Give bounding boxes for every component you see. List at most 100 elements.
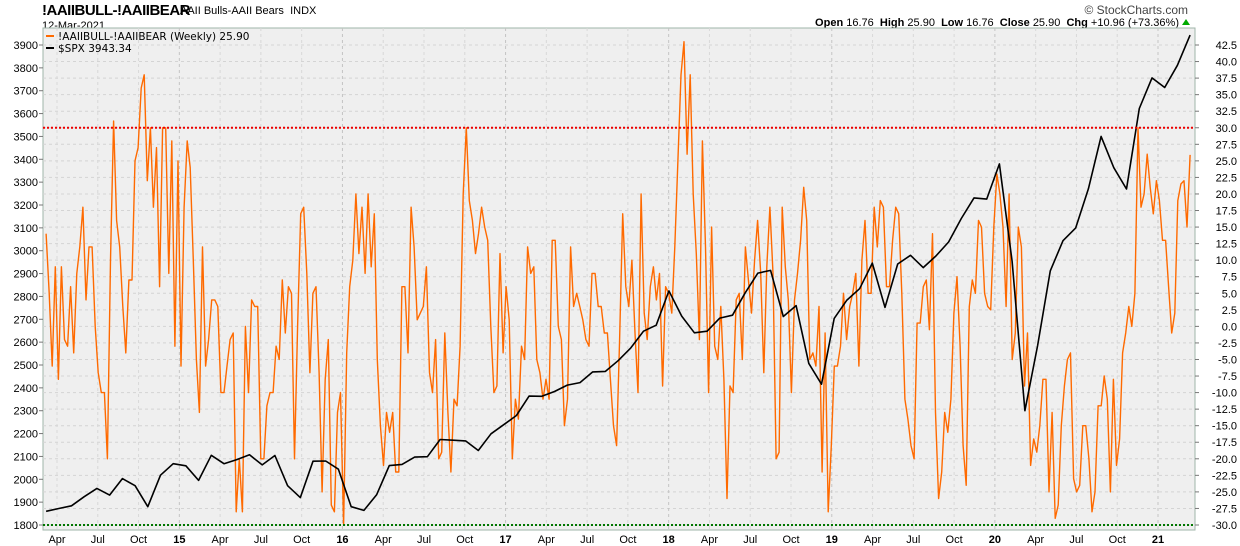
x-axis-label: Apr <box>212 534 229 546</box>
low-value: 16.76 <box>966 17 994 29</box>
left-axis-label: 3400 <box>14 154 38 166</box>
right-axis-label: 5.0 <box>1222 288 1237 300</box>
right-axis-label: -22.5 <box>1212 470 1237 482</box>
x-axis-label: 19 <box>826 534 838 546</box>
x-axis-label: Jul <box>743 534 757 546</box>
orange-swatch-icon <box>46 35 54 37</box>
left-axis-label: 3500 <box>14 131 38 143</box>
x-axis-label: Jul <box>1069 534 1083 546</box>
right-axis-label: -2.5 <box>1218 338 1237 350</box>
close-label: Close <box>999 17 1030 29</box>
x-axis-label: Oct <box>456 534 473 546</box>
right-axis-label: -5.0 <box>1218 354 1237 366</box>
left-axis-label: 2400 <box>14 383 38 395</box>
x-axis-label: Oct <box>619 534 636 546</box>
right-axis-label: -30.0 <box>1212 520 1237 532</box>
right-axis-label: -12.5 <box>1212 404 1237 416</box>
right-axis-label: -10.0 <box>1212 388 1237 400</box>
left-axis-label: 2900 <box>14 269 38 281</box>
x-axis-label: Jul <box>580 534 594 546</box>
x-axis-label: 15 <box>173 534 185 546</box>
right-axis-label: 20.0 <box>1216 189 1237 201</box>
right-axis-label: 15.0 <box>1216 222 1237 234</box>
left-axis-label: 3900 <box>14 40 38 52</box>
up-triangle-icon <box>1182 19 1190 25</box>
legend-item-spread: !AAIIBULL-!AAIIBEAR (Weekly) 25.90 <box>46 31 249 43</box>
chart-symbol: !AAIIBULL-!AAIIBEAR <box>42 2 190 19</box>
stockcharts-credit[interactable]: © StockCharts.com <box>1084 3 1188 17</box>
right-axis-label: 27.5 <box>1216 139 1237 151</box>
chg-label: Chg <box>1066 17 1088 29</box>
open-value: 16.76 <box>846 17 874 29</box>
right-axis-label: 17.5 <box>1216 206 1237 218</box>
high-value: 25.90 <box>907 17 935 29</box>
left-axis-label: 3000 <box>14 246 38 258</box>
left-axis-label: 3800 <box>14 63 38 75</box>
x-axis-label: Jul <box>417 534 431 546</box>
x-axis-label: Jul <box>254 534 268 546</box>
left-axis-label: 2700 <box>14 314 38 326</box>
left-axis-label: 3700 <box>14 86 38 98</box>
left-axis-label: 3200 <box>14 200 38 212</box>
right-axis-label: 25.0 <box>1216 156 1237 168</box>
right-axis-label: -17.5 <box>1212 437 1237 449</box>
x-axis-label: Oct <box>293 534 310 546</box>
right-axis-label: 37.5 <box>1216 73 1237 85</box>
left-axis-label: 2300 <box>14 406 38 418</box>
right-axis-label: 12.5 <box>1216 239 1237 251</box>
low-label: Low <box>941 17 964 29</box>
right-axis-label: 22.5 <box>1216 172 1237 184</box>
right-axis-label: 0.0 <box>1222 321 1237 333</box>
left-axis-label: 2800 <box>14 291 38 303</box>
x-axis-label: Apr <box>538 534 555 546</box>
x-axis-label: 21 <box>1152 534 1164 546</box>
x-axis-label: Apr <box>701 534 718 546</box>
black-swatch-icon <box>46 47 54 49</box>
right-axis-label: 30.0 <box>1216 123 1237 135</box>
x-axis-label: Apr <box>48 534 65 546</box>
x-axis-label: Jul <box>91 534 105 546</box>
x-axis-label: Apr <box>864 534 881 546</box>
x-axis-label: Apr <box>1027 534 1044 546</box>
right-axis-label: 35.0 <box>1216 90 1237 102</box>
right-axis-label: -15.0 <box>1212 421 1237 433</box>
legend-label-spx: $SPX 3943.34 <box>58 43 132 55</box>
x-axis-label: 16 <box>336 534 348 546</box>
right-axis-label: -27.5 <box>1212 503 1237 515</box>
right-axis-label: -7.5 <box>1218 371 1237 383</box>
x-axis-label: Oct <box>782 534 799 546</box>
open-label: Open <box>815 17 844 29</box>
right-axis-label: 40.0 <box>1216 57 1237 69</box>
spx-line <box>45 34 1191 513</box>
right-axis-label: 2.5 <box>1222 305 1237 317</box>
left-axis-label: 2200 <box>14 429 38 441</box>
x-axis-label: 18 <box>663 534 675 546</box>
chg-value: +10.96 (+73.36%) <box>1090 17 1179 29</box>
right-axis-label: 7.5 <box>1222 272 1237 284</box>
ohlc-summary: Open 16.76 High 25.90 Low 16.76 Close 25… <box>815 17 1190 29</box>
x-axis-label: Jul <box>906 534 920 546</box>
left-axis-label: 2000 <box>14 474 38 486</box>
chart-legend: !AAIIBULL-!AAIIBEAR (Weekly) 25.90 $SPX … <box>46 31 249 55</box>
left-axis-label: 3300 <box>14 177 38 189</box>
right-axis-label: -25.0 <box>1212 487 1237 499</box>
legend-label-spread: !AAIIBULL-!AAIIBEAR (Weekly) 25.90 <box>58 31 250 43</box>
exchange-label: INDX <box>290 5 317 17</box>
chart-subtitle: AAII Bulls-AAII Bears INDX <box>180 5 316 17</box>
index-name: AAII Bulls-AAII Bears <box>180 5 284 17</box>
right-axis-label: -20.0 <box>1212 454 1237 466</box>
x-axis-label: 20 <box>989 534 1001 546</box>
left-axis-label: 2500 <box>14 360 38 372</box>
left-axis-label: 2100 <box>14 451 38 463</box>
left-axis-label: 3600 <box>14 109 38 121</box>
left-axis-label: 3100 <box>14 223 38 235</box>
x-axis-label: Apr <box>375 534 392 546</box>
x-axis-label: Oct <box>1109 534 1126 546</box>
x-axis-label: 17 <box>499 534 511 546</box>
right-axis-label: 10.0 <box>1216 255 1237 267</box>
aaii-spread-line <box>45 41 1191 526</box>
close-value: 25.90 <box>1032 17 1061 29</box>
x-axis-label: Oct <box>946 534 963 546</box>
legend-item-spx: $SPX 3943.34 <box>46 43 249 55</box>
